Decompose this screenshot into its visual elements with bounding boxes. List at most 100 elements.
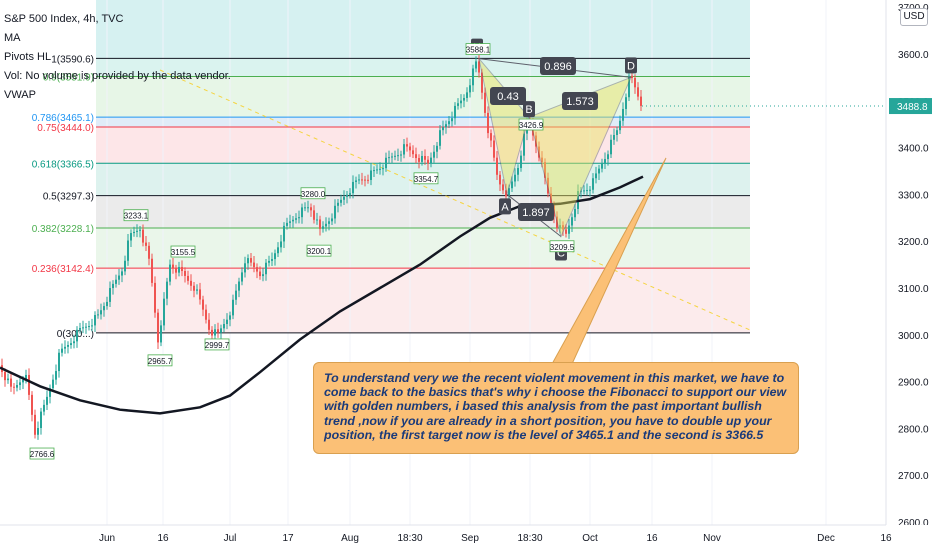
candle-body <box>352 181 354 194</box>
time-tick: 16 <box>880 533 892 544</box>
candle-body <box>502 184 504 191</box>
candle-body <box>613 134 615 140</box>
candle-body <box>46 396 48 405</box>
fib-label: 0.382(3228.1) <box>32 224 94 235</box>
candle-body <box>439 130 441 146</box>
candle-body <box>298 217 300 219</box>
indicator-pivots[interactable]: Pivots HL <box>4 51 52 63</box>
candle-body <box>145 242 147 246</box>
candle-body <box>406 144 408 147</box>
candle-body <box>478 61 480 73</box>
candle-body <box>514 174 516 182</box>
candle-body <box>385 157 387 169</box>
candle-body <box>163 298 165 326</box>
candle-body <box>247 258 249 264</box>
candle-body <box>169 264 171 282</box>
candle-body <box>370 170 372 180</box>
ratio-box <box>562 92 598 110</box>
candle-body <box>139 229 141 231</box>
pattern-point-box <box>625 57 637 74</box>
candle-body <box>538 146 540 158</box>
pivot-label: 2999.7 <box>205 341 230 350</box>
candle-body <box>403 144 405 155</box>
candle-body <box>310 207 312 211</box>
candle-body <box>235 290 237 300</box>
time-tick: Jul <box>224 533 237 544</box>
time-axis: Jun 16 Jul 17 Aug 18:30 Sep 18:30 Oct 16 Nov Dec 16 <box>0 524 932 550</box>
candle-body <box>637 87 639 97</box>
ratio-box <box>540 57 576 75</box>
price-tick: 2600.0 <box>898 518 929 529</box>
candle-body <box>292 219 294 222</box>
candle-body <box>43 404 45 412</box>
candle-body <box>184 271 186 276</box>
candle-body <box>295 218 297 220</box>
candle-body <box>445 124 447 128</box>
candle-body <box>79 328 81 330</box>
candle-body <box>112 283 114 289</box>
time-tick: Dec <box>817 533 835 544</box>
candle-body <box>16 385 18 388</box>
candle-body <box>37 428 39 435</box>
pattern-point-label: C <box>557 248 565 260</box>
candle-body <box>127 240 129 261</box>
candles <box>1 54 642 440</box>
candle-body <box>223 324 225 329</box>
ratio-label: 1.897 <box>522 207 550 219</box>
candle-body <box>604 159 606 164</box>
fib-label: 0.5(3297.3) <box>43 192 94 203</box>
fib-label: 0.75(3444.0) <box>37 123 94 134</box>
candle-body <box>571 217 573 226</box>
candle-body <box>28 374 30 395</box>
currency-badge[interactable]: USD <box>900 8 928 26</box>
candle-body <box>343 196 345 200</box>
candle-body <box>487 112 489 134</box>
candle-body <box>271 259 273 261</box>
candle-body <box>304 207 306 209</box>
time-tick: 18:30 <box>517 533 542 544</box>
candle-body <box>382 168 384 170</box>
candle-body <box>499 174 501 185</box>
candle-body <box>430 157 432 164</box>
candle-body <box>580 190 582 192</box>
time-tick: Nov <box>703 533 721 544</box>
candle-body <box>256 267 258 272</box>
indicator-vwap[interactable]: VWAP <box>4 89 36 101</box>
fib-levels: 1(3590.6) 0.9(3551.9) 0.786(3465.1)0.75(34… <box>32 54 750 340</box>
candle-body <box>211 329 213 336</box>
candle-body <box>82 327 84 329</box>
candle-body <box>379 168 381 170</box>
candle-body <box>232 299 234 316</box>
candle-body <box>88 326 90 328</box>
price-tick: 3600.0 <box>898 50 929 61</box>
pivot-label-box <box>170 245 196 258</box>
candle-body <box>469 85 471 93</box>
fib-label: 0.786(3465.1) <box>32 113 94 124</box>
candle-body <box>277 247 279 254</box>
candle-body <box>376 169 378 171</box>
candle-body <box>547 177 549 194</box>
annotation-callout[interactable]: To understand very we the recent violent… <box>313 362 799 454</box>
price-tick: 3300.0 <box>898 190 929 201</box>
candle-body <box>535 135 537 147</box>
candle-body <box>205 309 207 320</box>
candle-body <box>358 179 360 181</box>
candle-body <box>55 371 57 380</box>
pivot-label: 3155.5 <box>171 248 196 257</box>
indicator-volume[interactable]: Vol: No volume is provided by the data v… <box>4 70 231 82</box>
price-tick: 2900.0 <box>898 378 929 389</box>
indicator-ma[interactable]: MA <box>4 32 21 44</box>
candle-body <box>610 139 612 155</box>
candle-body <box>550 193 552 206</box>
time-tick: 18:30 <box>397 533 422 544</box>
candle-body <box>136 230 138 232</box>
candle-body <box>460 100 462 104</box>
candle-body <box>319 219 321 229</box>
price-tick: 3200.0 <box>898 237 929 248</box>
candle-body <box>73 341 75 344</box>
candle-body <box>178 266 180 273</box>
candle-body <box>625 97 627 109</box>
pattern-point-box <box>499 198 511 215</box>
candle-body <box>307 207 309 209</box>
